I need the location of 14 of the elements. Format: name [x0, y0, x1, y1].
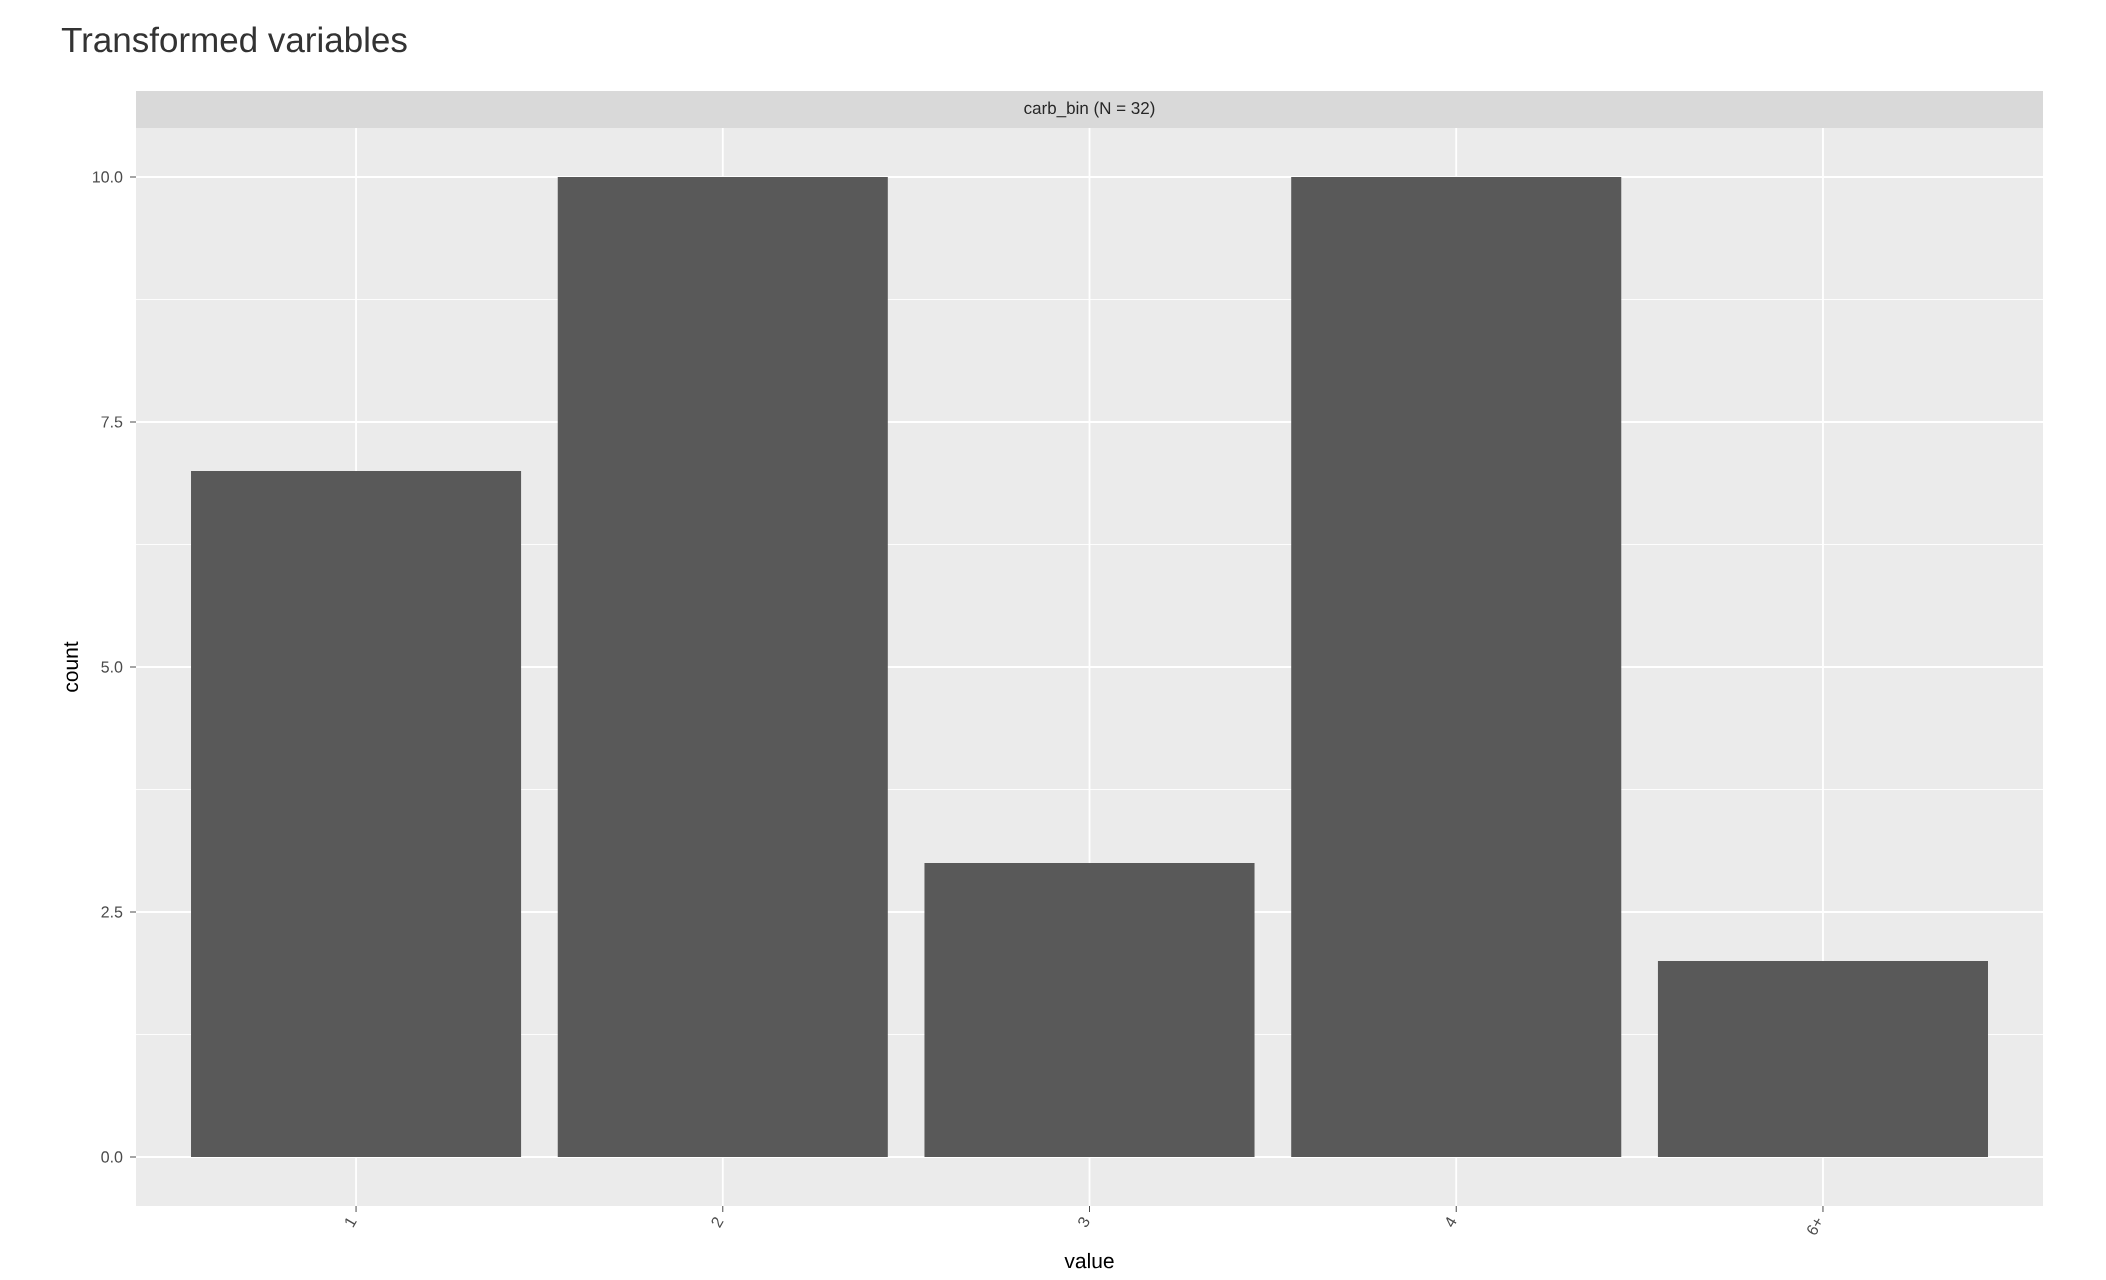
y-tick-label: 0.0	[101, 1151, 123, 1163]
x-tick-label: 4	[1446, 1217, 1457, 1228]
x-axis-title: value	[1064, 1252, 1114, 1269]
y-tick-label: 5.0	[101, 661, 123, 673]
x-tick-label: 1	[345, 1218, 357, 1228]
x-tick-label: 6+	[1807, 1218, 1821, 1235]
y-tick-label: 2.5	[101, 906, 123, 918]
y-axis-title: count	[64, 641, 79, 692]
chart-title: Transformed variables	[61, 26, 407, 53]
chart-subtitle: carb_bin (N = 32)	[1024, 101, 1155, 118]
x-tick-label: 3	[1078, 1217, 1090, 1227]
y-tick-label: 10.0	[93, 171, 123, 183]
y-tick-label: 7.5	[101, 416, 123, 428]
x-tick-label: 2	[711, 1217, 724, 1228]
